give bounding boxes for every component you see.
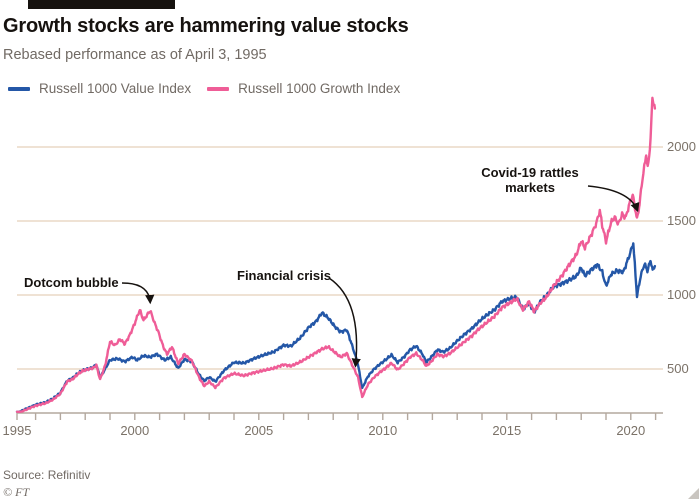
source-text: Source: Refinitiv [3,468,91,482]
legend-item-value: Russell 1000 Value Index [8,81,191,96]
legend-swatch-icon [207,86,230,91]
series-line-growth [15,96,657,413]
legend-item-growth: Russell 1000 Growth Index [207,81,400,96]
legend: Russell 1000 Value Index Russell 1000 Gro… [8,81,416,96]
legend-label: Russell 1000 Value Index [39,81,192,96]
copyright-text: © FT [3,485,30,499]
legend-swatch-icon [8,86,30,91]
page-subtitle: Rebased performance as of April 3, 1995 [3,47,267,63]
page-title: Growth stocks are hammering value stocks [3,15,409,37]
annotation-arrow [121,282,155,305]
headline-kicker-bar [28,0,175,9]
legend-label: Russell 1000 Growth Index [238,81,401,96]
series-line-value [15,242,657,413]
resize-corner-triangle [688,488,699,499]
annotation-arrow [328,277,361,368]
annotation-arrow [587,185,640,213]
